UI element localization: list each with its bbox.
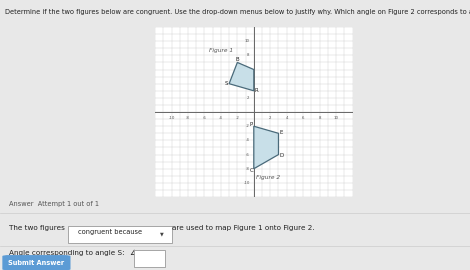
Text: 6: 6 [302,116,305,120]
Text: ▼: ▼ [160,231,164,236]
Text: -4: -4 [219,116,223,120]
Text: 4: 4 [285,116,288,120]
Text: Figure 1: Figure 1 [209,48,233,53]
Text: 6: 6 [247,68,250,72]
Text: Answer  Attempt 1 out of 1: Answer Attempt 1 out of 1 [9,201,99,207]
Text: Angle corresponding to angle S:: Angle corresponding to angle S: [9,249,127,256]
Text: congruent because: congruent because [78,229,141,235]
Text: 8: 8 [318,116,321,120]
Text: S: S [225,81,228,86]
Text: C: C [250,168,253,173]
Text: -2: -2 [246,124,250,128]
Text: are used to map Figure 1 onto Figure 2.: are used to map Figure 1 onto Figure 2. [172,225,314,231]
Text: 8: 8 [247,53,250,57]
FancyBboxPatch shape [134,249,164,267]
Text: 4: 4 [247,82,250,86]
Text: -10: -10 [243,181,250,185]
FancyBboxPatch shape [2,255,70,270]
Text: -8: -8 [186,116,190,120]
Polygon shape [229,62,254,91]
Text: 10: 10 [245,39,250,43]
Text: Submit Answer: Submit Answer [8,260,64,266]
Text: E: E [280,130,283,135]
Text: -8: -8 [246,167,250,171]
Text: The two figures: The two figures [9,225,65,231]
Text: Determine if the two figures below are congruent. Use the drop-down menus below : Determine if the two figures below are c… [5,9,470,15]
Text: B: B [235,58,239,62]
Text: R: R [255,88,258,93]
Text: 2: 2 [247,96,250,100]
Text: -6: -6 [203,116,206,120]
Text: Figure 2: Figure 2 [256,176,281,180]
Text: -6: -6 [246,153,250,157]
Text: P: P [250,122,253,127]
Text: ∠: ∠ [129,249,136,256]
Text: 10: 10 [334,116,338,120]
Polygon shape [254,126,278,169]
Text: 2: 2 [269,116,272,120]
Text: D: D [279,153,283,158]
FancyBboxPatch shape [68,225,172,243]
Text: -4: -4 [246,139,250,142]
Text: -10: -10 [168,116,175,120]
Text: -2: -2 [235,116,239,120]
